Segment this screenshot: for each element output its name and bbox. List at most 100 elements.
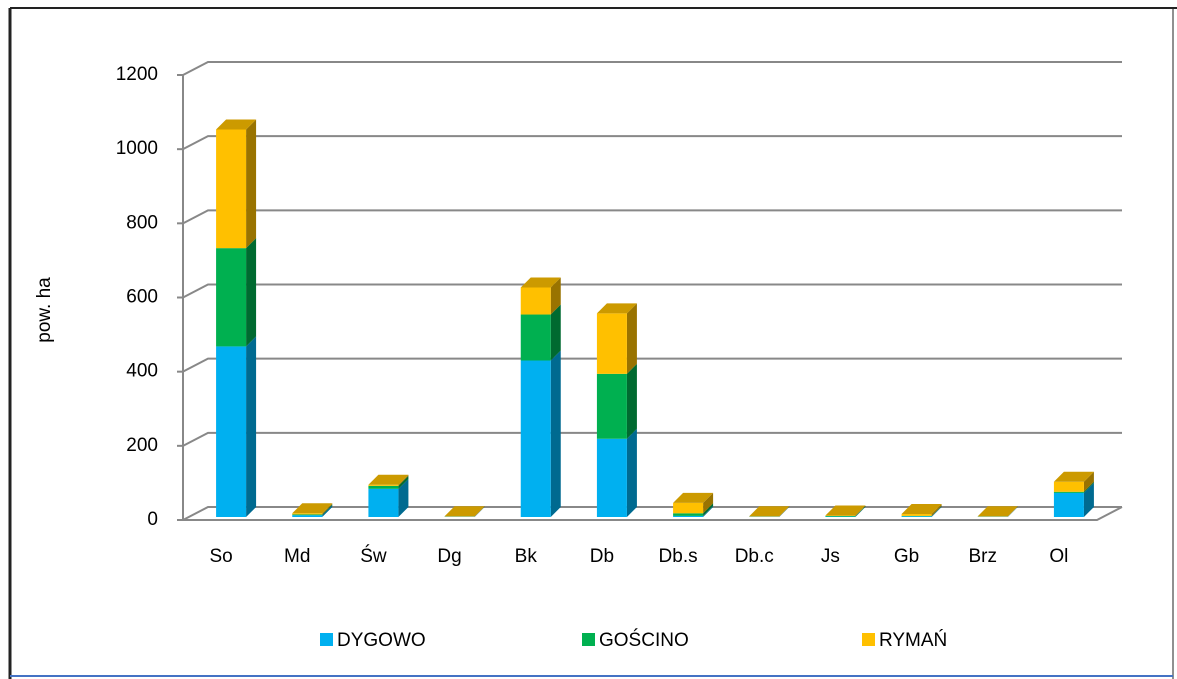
bar-side xyxy=(779,506,790,517)
x-tick-label: Brz xyxy=(969,546,998,567)
bar-top xyxy=(444,506,485,517)
y-tick-label: 800 xyxy=(126,212,158,233)
bar-side xyxy=(1083,471,1094,492)
bar xyxy=(292,514,323,516)
bar-side xyxy=(1007,506,1018,517)
grid-line xyxy=(182,61,1122,76)
bar-side xyxy=(246,238,257,347)
x-tick-label: Ol xyxy=(1049,546,1068,567)
bar-side xyxy=(931,506,942,517)
bar-side xyxy=(474,506,485,517)
bar-side xyxy=(626,363,637,439)
bar xyxy=(520,360,551,517)
grid-line xyxy=(182,209,1122,225)
bar xyxy=(216,346,247,517)
bar-side xyxy=(398,474,409,486)
y-tick-label: 1200 xyxy=(116,64,158,85)
bar-side xyxy=(855,506,866,517)
bar-side xyxy=(398,475,409,489)
bar xyxy=(596,373,627,439)
bar-side xyxy=(1007,506,1018,517)
y-tick-label: 1000 xyxy=(116,138,158,159)
bar-side xyxy=(322,505,333,517)
bar-side xyxy=(1083,481,1094,493)
bar-side xyxy=(855,505,866,517)
bar xyxy=(368,485,399,489)
bar xyxy=(673,513,704,516)
bar xyxy=(673,515,704,517)
bar-side xyxy=(246,336,257,517)
bar-side xyxy=(626,303,637,374)
bar xyxy=(901,514,932,516)
bar xyxy=(673,502,704,514)
bar-top xyxy=(825,505,866,516)
x-tick-label: Db.c xyxy=(735,546,774,567)
bar xyxy=(368,484,399,486)
bar xyxy=(596,438,627,517)
grid-line xyxy=(182,283,1122,299)
bar-top xyxy=(292,503,333,514)
bar-side xyxy=(626,428,637,517)
bar-top xyxy=(749,506,790,517)
grid-line xyxy=(182,431,1122,447)
bar xyxy=(1053,492,1084,517)
bar xyxy=(216,248,247,347)
legend-swatch xyxy=(862,633,875,646)
bar-side xyxy=(322,504,333,516)
bar-top xyxy=(673,492,714,503)
bar-side xyxy=(550,277,561,315)
grid-line xyxy=(182,357,1122,373)
bar xyxy=(292,515,323,517)
bar-top xyxy=(520,277,561,288)
legend-swatch xyxy=(582,633,595,646)
bar-top xyxy=(901,504,942,515)
y-tick-label: 600 xyxy=(126,287,158,308)
bar-side xyxy=(703,492,714,514)
legend-label: GOŚCINO xyxy=(599,629,689,651)
x-tick-label: Js xyxy=(821,546,840,567)
bar-top xyxy=(977,506,1018,517)
grid-line xyxy=(182,506,1122,521)
bar xyxy=(216,129,247,249)
bar-side xyxy=(931,504,942,516)
bar xyxy=(825,515,856,517)
x-tick-label: Bk xyxy=(515,546,538,567)
y-tick-label: 400 xyxy=(126,361,158,382)
x-tick-label: Dg xyxy=(437,546,461,567)
bar xyxy=(901,516,932,517)
legend-label: RYMAŃ xyxy=(879,630,947,651)
y-tick-label: 0 xyxy=(147,509,158,530)
bar-side xyxy=(550,350,561,517)
floor xyxy=(183,506,1123,521)
bar-side xyxy=(855,505,866,516)
x-tick-label: Św xyxy=(360,545,387,567)
bar xyxy=(520,287,551,315)
legend-label: DYGOWO xyxy=(337,630,426,651)
bar-top xyxy=(596,303,637,314)
bar-side xyxy=(246,119,257,249)
bar xyxy=(520,314,551,361)
x-tick-label: Md xyxy=(284,546,310,567)
bar-side xyxy=(703,505,714,517)
bar-side xyxy=(703,503,714,516)
bar-side xyxy=(779,506,790,517)
x-tick-label: So xyxy=(209,546,232,567)
y-axis-label: pow. ha xyxy=(34,277,55,343)
bar xyxy=(368,488,399,517)
x-tick-label: Db.s xyxy=(659,546,698,567)
bar-side xyxy=(931,505,942,517)
bar xyxy=(596,313,627,374)
y-tick-label: 200 xyxy=(126,435,158,456)
bar xyxy=(1053,481,1084,492)
bar-side xyxy=(474,506,485,517)
x-tick-label: Db xyxy=(590,546,614,567)
legend-swatch xyxy=(320,633,333,646)
bar-side xyxy=(1083,482,1094,517)
grid-line xyxy=(182,135,1122,151)
bar xyxy=(1053,491,1084,493)
bar-top xyxy=(368,474,409,485)
bar-side xyxy=(398,478,409,517)
x-tick-label: Gb xyxy=(894,546,919,567)
bar-top xyxy=(216,119,257,130)
